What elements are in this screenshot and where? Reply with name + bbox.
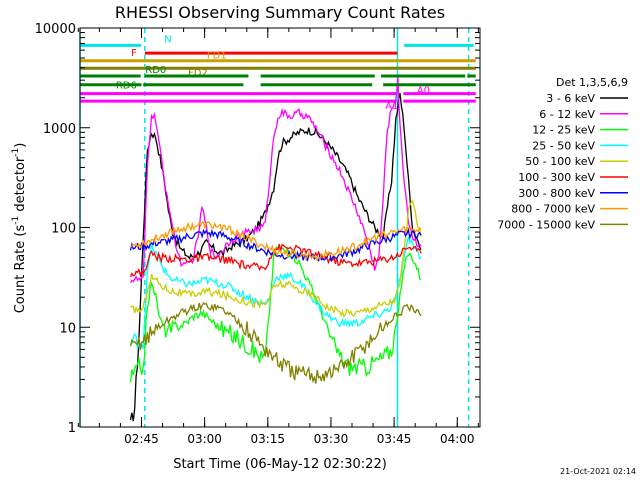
series-7000-15000-kev-line — [129, 301, 422, 384]
axis-ticks: 02:45 03:00 03:15 03:30 03:45 04:00 1 10 100 1000… — [35, 22, 480, 446]
chart-title: RHESSI Observing Summary Count Rates — [115, 3, 445, 22]
ylabel-part: Count Rate (s — [13, 225, 28, 314]
state-bar-fd1-label: FD1 — [207, 51, 227, 62]
y-tick-label: 1 — [68, 421, 76, 436]
legend: Det 1,3,5,6,9 3 - 6 keV 6 - 12 keV 12 - 25… — [497, 76, 628, 231]
footer-timestamp: 21-Oct-2021 02:14 — [560, 467, 636, 476]
series-group — [129, 77, 422, 422]
x-tick-label: 03:45 — [377, 432, 412, 446]
legend-label-12-25-kev: 12 - 25 keV — [532, 124, 595, 137]
state-bar-a0-label: A0 — [417, 86, 430, 97]
x-tick-label: 03:00 — [187, 432, 222, 446]
legend-label-25-50-kev: 25 - 50 keV — [532, 139, 595, 152]
legend-label-300-800-kev: 300 - 800 keV — [518, 187, 595, 200]
ylabel-part: ) — [13, 143, 28, 148]
x-tick-label: 03:15 — [250, 432, 285, 446]
state-bar-fd2-label: FD2 — [188, 68, 208, 79]
y-tick-label: 10 — [59, 321, 76, 336]
legend-label-6-12-kev: 6 - 12 keV — [539, 108, 595, 121]
x-axis-label: Start Time (06-May-12 02:30:22) — [173, 457, 387, 472]
state-bar-rd6-label: RD6 — [116, 81, 137, 92]
series-3-6-kev-line — [129, 93, 422, 422]
state-bar-a1-label: A1 — [385, 101, 398, 112]
legend-label-800-7000-kev: 800 - 7000 keV — [511, 203, 595, 216]
series-100-300-kev-line — [129, 243, 422, 278]
series-25-50-kev-line — [129, 236, 422, 350]
state-bar-n-label: N — [164, 34, 171, 45]
legend-title: Det 1,3,5,6,9 — [556, 76, 628, 89]
state-bar-rd0-label: RD0 — [145, 65, 166, 76]
ylabel-sup: -1 — [11, 148, 21, 157]
ylabel-part: detector — [13, 156, 28, 216]
y-axis-label: Count Rate (s-1 detector-1) — [11, 143, 28, 314]
series-800-7000-kev-line — [130, 220, 422, 261]
state-bars: N F FD1 FD2 RD0 RD6 A0 A1 — [80, 34, 476, 112]
y-tick-label: 10000 — [35, 22, 76, 37]
series-50-100-kev-line — [130, 199, 422, 319]
legend-label-50-100-kev: 50 - 100 keV — [525, 155, 595, 168]
ylabel-sup: -1 — [11, 216, 21, 225]
x-tick-label: 04:00 — [440, 432, 475, 446]
series-300-800-kev-line — [129, 227, 422, 263]
legend-label-3-6-kev: 3 - 6 keV — [546, 92, 595, 105]
state-bar-f-label: F — [131, 48, 137, 59]
y-tick-label: 1000 — [43, 122, 76, 137]
x-tick-label: 03:30 — [314, 432, 349, 446]
x-tick-label: 02:45 — [124, 432, 159, 446]
y-tick-label: 100 — [51, 222, 76, 237]
legend-label-100-300-kev: 100 - 300 keV — [518, 171, 595, 184]
legend-label-7000-15000-kev: 7000 - 15000 keV — [497, 218, 595, 231]
